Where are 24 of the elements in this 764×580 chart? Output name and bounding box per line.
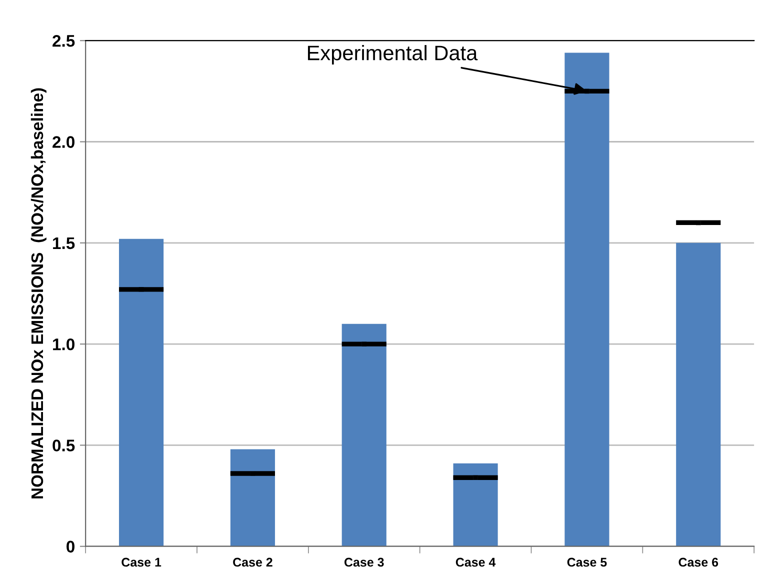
y-tick-label: 1.0 — [53, 338, 74, 350]
bar — [564, 52, 610, 546]
point — [362, 342, 367, 346]
bar — [230, 449, 275, 546]
y-tick-label: 0 — [66, 540, 74, 553]
annotation: Experimental Data — [308, 45, 478, 64]
x-tick-label: Case 5 — [567, 558, 607, 567]
x-tick-label: Case 3 — [344, 558, 384, 567]
point — [250, 471, 256, 476]
bar — [118, 238, 164, 546]
bar — [342, 324, 386, 546]
y-tick-label: 2.0 — [52, 136, 74, 148]
y-tick-label: 0.5 — [52, 440, 75, 452]
y-tick-label: 2.5 — [52, 35, 75, 47]
bar — [453, 463, 498, 546]
bar — [676, 242, 721, 546]
x-tick-label: Case 6 — [678, 558, 718, 567]
point — [473, 475, 478, 480]
y-axis-title: NORMALIZED NOx EMISSIONS (NOx/NOx,baseline) — [30, 88, 46, 498]
point — [138, 287, 144, 292]
x-tick-label: Case 4 — [456, 558, 496, 567]
x-tick-label: Case 1 — [122, 558, 162, 567]
x-tick-label: Case 2 — [233, 558, 272, 567]
y-tick-label: 1.5 — [53, 237, 75, 250]
